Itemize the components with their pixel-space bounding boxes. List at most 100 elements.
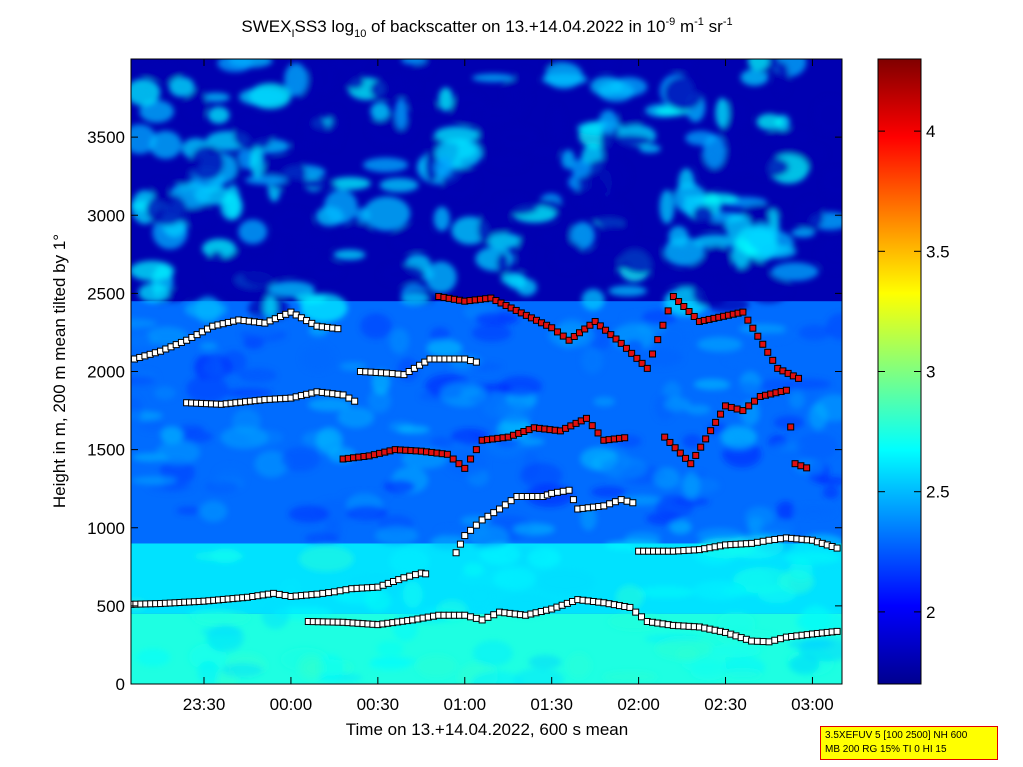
heatmap-cell	[637, 586, 694, 599]
layer-marker	[739, 308, 747, 316]
layer-marker	[769, 356, 777, 364]
layer-marker	[649, 350, 657, 358]
heatmap-cell	[131, 476, 177, 485]
layer-marker	[717, 410, 725, 418]
heatmap-cell	[380, 264, 426, 285]
heatmap-cell	[527, 548, 561, 568]
heatmap-cell	[507, 277, 527, 290]
heatmap-cell	[715, 97, 729, 129]
layer-marker	[559, 332, 567, 340]
heatmap-cell	[241, 259, 277, 287]
layer-marker	[676, 449, 684, 457]
layer-marker	[661, 433, 669, 441]
heatmap-cell	[207, 106, 230, 124]
heatmap-cell	[391, 225, 431, 252]
heatmap-cell	[274, 209, 314, 238]
colorbar	[877, 58, 922, 685]
layer-marker	[687, 460, 695, 468]
heatmap-cell	[693, 378, 730, 390]
heatmap-cell	[598, 109, 618, 134]
layer-marker	[336, 587, 344, 595]
heatmap-cell	[817, 476, 842, 486]
heatmap-cell	[752, 146, 768, 158]
heatmap-cell	[600, 456, 648, 480]
heatmap-cell	[346, 222, 372, 238]
heatmap-cell	[594, 59, 617, 71]
heatmap-cell	[482, 383, 512, 393]
heatmap-cell	[239, 87, 287, 106]
layer-marker	[753, 637, 761, 645]
heatmap-cell	[210, 548, 241, 564]
layer-marker	[559, 487, 567, 495]
heatmap-cell	[747, 331, 791, 342]
layer-marker	[739, 407, 747, 415]
heatmap-cell	[376, 640, 404, 657]
heatmap-cell	[201, 92, 230, 103]
heatmap-cell	[363, 196, 411, 231]
heatmap-texture	[131, 59, 842, 684]
layer-marker	[632, 608, 640, 616]
heatmap-cell	[311, 260, 343, 280]
layer-marker	[690, 313, 698, 320]
heatmap-cell	[798, 324, 831, 341]
layer-marker	[553, 488, 561, 496]
layer-marker	[569, 496, 577, 504]
heatmap-cell	[655, 638, 714, 660]
heatmap-cell	[674, 182, 705, 214]
heatmap-cell	[460, 386, 480, 398]
heatmap-cell	[374, 526, 419, 545]
layer-marker	[765, 536, 773, 544]
heatmap-cell	[693, 234, 738, 249]
heatmap-cell	[379, 177, 419, 193]
heatmap-cell	[472, 640, 513, 667]
layer-marker	[797, 462, 805, 470]
heatmap-cell	[383, 479, 416, 494]
heatmap-cell	[131, 397, 143, 423]
heatmap-cell	[179, 207, 213, 227]
heatmap-cell	[131, 78, 161, 106]
x-tick-label: 02:30	[704, 695, 747, 714]
heatmap-cell	[808, 402, 828, 430]
plot-area	[131, 59, 842, 684]
heatmap-cell	[477, 214, 492, 244]
heatmap-cell	[771, 262, 819, 281]
heatmap-cell	[146, 326, 188, 346]
heatmap-cell	[496, 195, 528, 205]
heatmap-cell	[580, 506, 597, 531]
heatmap-cell	[513, 668, 564, 684]
heatmap-cell	[302, 114, 328, 148]
heatmap-cell	[370, 102, 390, 121]
heatmap-cell	[202, 238, 237, 259]
layer-marker	[548, 324, 556, 332]
heatmap-cell	[707, 245, 726, 256]
heatmap-cell	[544, 62, 583, 89]
heatmap-cell	[539, 231, 569, 243]
layer-marker	[643, 364, 651, 372]
x-tick-label: 01:30	[530, 695, 573, 714]
heatmap-cell	[493, 567, 536, 591]
heatmap-cell	[720, 425, 758, 449]
heatmap-cell	[822, 486, 839, 499]
layer-marker	[565, 336, 573, 344]
layer-marker	[422, 570, 430, 578]
x-tick-label: 01:00	[443, 695, 486, 714]
layer-marker	[638, 613, 646, 621]
layer-marker	[771, 636, 779, 644]
heatmap-cell	[637, 347, 684, 368]
heatmap-cell	[496, 127, 538, 149]
layer-marker	[394, 370, 402, 378]
heatmap-cell	[469, 107, 516, 125]
x-tick-label: 00:30	[357, 695, 400, 714]
layer-marker	[777, 535, 785, 543]
heatmap-cell	[787, 638, 835, 650]
heatmap-cell	[434, 126, 480, 144]
layer-marker	[313, 590, 321, 598]
layer-marker	[275, 590, 283, 598]
layer-marker	[388, 370, 396, 378]
info-line-2: MB 200 RG 15% TI 0 HI 15	[825, 744, 947, 755]
layer-marker	[342, 586, 350, 594]
layer-marker	[617, 496, 625, 504]
layer-marker	[461, 532, 469, 540]
heatmap-cell	[193, 610, 251, 626]
heatmap-cell	[282, 241, 320, 268]
